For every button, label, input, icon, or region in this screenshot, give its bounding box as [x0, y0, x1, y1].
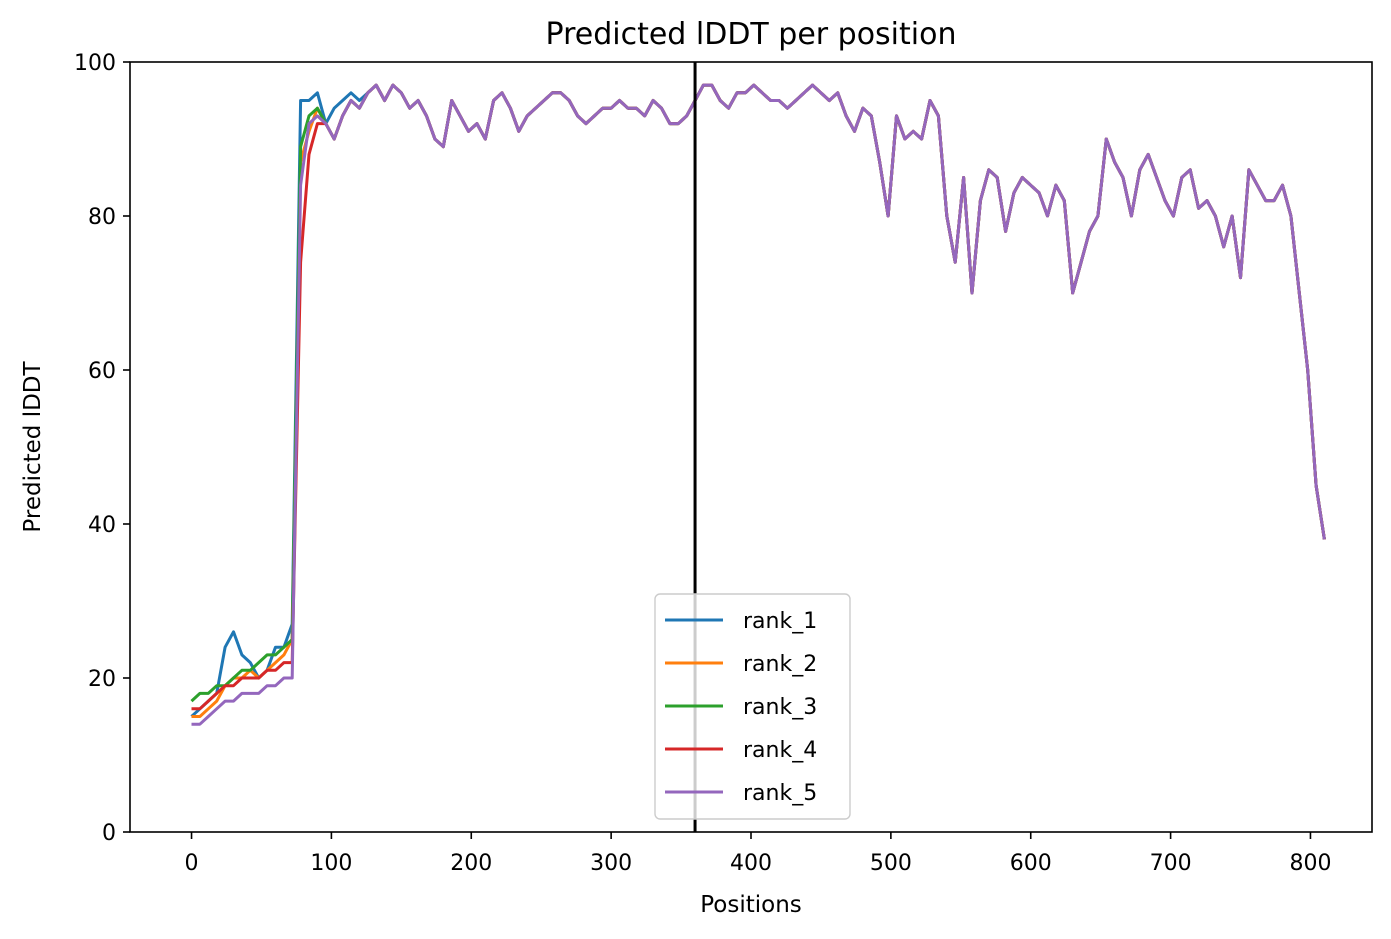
legend-label: rank_2 — [743, 652, 817, 677]
x-tick-label: 600 — [1010, 851, 1052, 876]
y-tick-label: 80 — [88, 205, 116, 230]
x-tick-label: 400 — [730, 851, 772, 876]
x-tick-label: 300 — [590, 851, 632, 876]
legend-label: rank_1 — [743, 609, 817, 634]
x-tick-label: 700 — [1150, 851, 1192, 876]
y-tick-label: 100 — [74, 51, 116, 76]
series-group — [190, 83, 1326, 726]
legend-label: rank_5 — [743, 781, 817, 806]
chart-title: Predicted lDDT per position — [546, 17, 957, 52]
legend-label: rank_4 — [743, 738, 817, 763]
y-axis: 0 20 40 60 80 100 — [74, 51, 130, 846]
x-tick-label: 500 — [870, 851, 912, 876]
x-tick-label: 100 — [310, 851, 352, 876]
x-tick-label: 800 — [1289, 851, 1331, 876]
series-line-rank-5 — [191, 83, 1326, 726]
x-axis-label: Positions — [700, 892, 802, 918]
legend-box — [654, 593, 851, 820]
y-tick-label: 20 — [88, 667, 116, 692]
y-axis-label: Predicted lDDT — [20, 360, 46, 532]
plot-area — [129, 61, 1373, 833]
y-tick-label: 0 — [102, 821, 116, 846]
y-tick-label: 60 — [88, 359, 116, 384]
x-axis: 0 100 200 300 400 500 600 700 800 — [185, 832, 1331, 876]
legend-label: rank_3 — [743, 695, 817, 720]
legend: rank_1 rank_2 rank_3 rank_4 rank_5 — [654, 593, 851, 820]
y-tick-label: 40 — [88, 513, 116, 538]
x-tick-label: 200 — [450, 851, 492, 876]
x-tick-label: 0 — [185, 851, 199, 876]
